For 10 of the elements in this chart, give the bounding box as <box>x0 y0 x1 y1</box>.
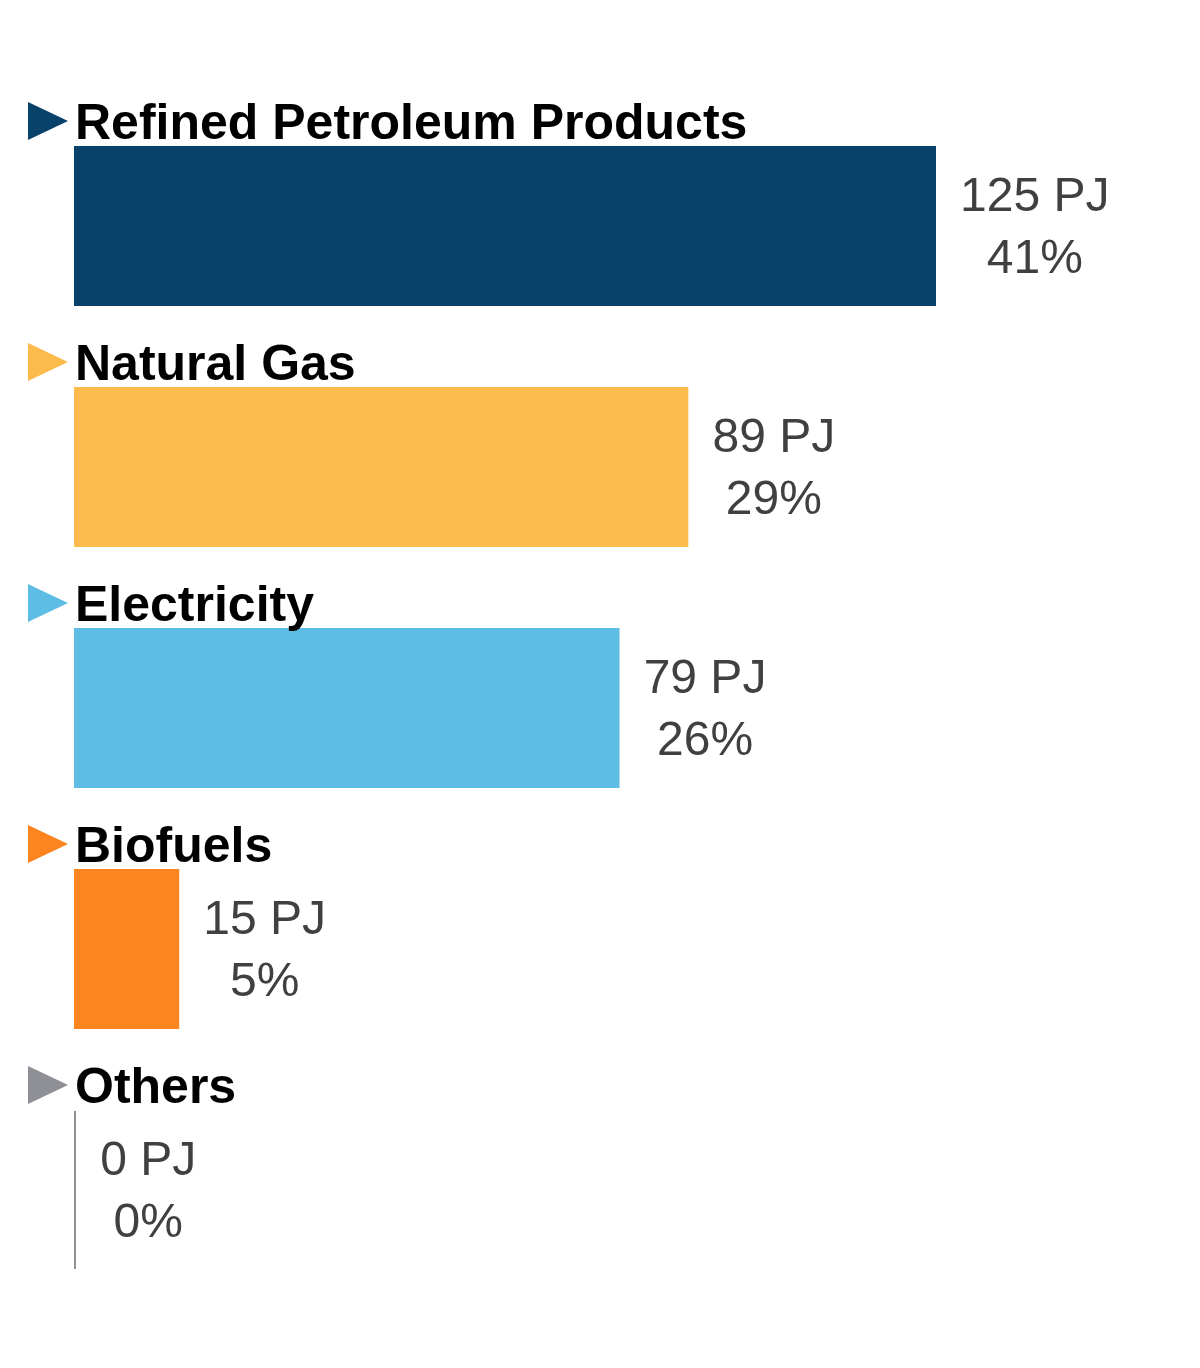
data-label: 89 PJ 29% <box>712 408 836 524</box>
y-tick-label: Electricity <box>75 575 315 632</box>
y-tick-label: Natural Gas <box>75 334 356 391</box>
data-label: 79 PJ 26% <box>643 650 767 765</box>
y-tick-label: Biofuels <box>75 816 273 873</box>
y-tick-label: Others <box>75 1057 237 1114</box>
data-label: 15 PJ 5% <box>203 891 327 1007</box>
data-label: 0 PJ 0% <box>100 1132 197 1248</box>
data-label: 125 PJ 41% <box>960 167 1110 283</box>
y-tick-label: Refined Petroleum Products <box>75 93 748 150</box>
